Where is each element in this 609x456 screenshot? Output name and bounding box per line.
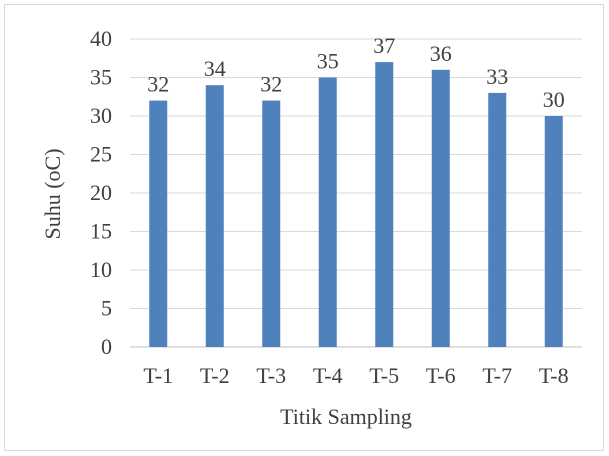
x-tick-label: T-3 xyxy=(256,363,286,388)
data-labels: 32 34 32 35 37 36 33 30 xyxy=(147,33,565,112)
y-axis-title: Suhu (oC) xyxy=(40,148,65,239)
y-tick-label: 20 xyxy=(90,180,112,205)
x-tick-label: T-5 xyxy=(369,363,399,388)
y-tick-label: 10 xyxy=(90,257,112,282)
x-axis-tick-labels: T-1 T-2 T-3 T-4 T-5 T-6 T-7 T-8 xyxy=(143,363,568,388)
x-tick-label: T-4 xyxy=(313,363,343,388)
data-label: 32 xyxy=(260,72,282,97)
x-axis-title: Titik Sampling xyxy=(280,404,412,429)
y-tick-label: 30 xyxy=(90,103,112,128)
data-label: 34 xyxy=(204,56,226,81)
gridlines xyxy=(130,38,582,348)
data-label: 30 xyxy=(543,87,565,112)
data-label: 35 xyxy=(317,49,339,74)
y-axis-tick-labels: 0 5 10 15 20 25 30 35 40 xyxy=(90,26,112,359)
data-label: 37 xyxy=(373,33,395,58)
data-label: 36 xyxy=(430,41,452,66)
y-tick-label: 35 xyxy=(90,65,112,90)
y-tick-label: 25 xyxy=(90,142,112,167)
bar-t-3 xyxy=(262,100,281,347)
bar-t-5 xyxy=(375,62,394,347)
x-tick-label: T-2 xyxy=(200,363,230,388)
x-tick-label: T-6 xyxy=(426,363,456,388)
bar-t-6 xyxy=(431,69,450,348)
x-tick-label: T-1 xyxy=(143,363,173,388)
bar-t-8 xyxy=(544,116,563,347)
y-tick-label: 15 xyxy=(90,219,112,244)
bar-t-2 xyxy=(205,85,224,347)
x-tick-label: T-8 xyxy=(539,363,569,388)
bar-t-7 xyxy=(488,92,507,348)
data-label: 32 xyxy=(147,72,169,97)
y-tick-label: 5 xyxy=(101,296,112,321)
bar-t-4 xyxy=(318,77,337,347)
y-tick-label: 40 xyxy=(90,26,112,51)
bar-t-1 xyxy=(149,100,168,347)
data-label: 33 xyxy=(486,64,508,89)
x-tick-label: T-7 xyxy=(482,363,512,388)
bars xyxy=(149,62,563,348)
y-tick-label: 0 xyxy=(101,334,112,359)
